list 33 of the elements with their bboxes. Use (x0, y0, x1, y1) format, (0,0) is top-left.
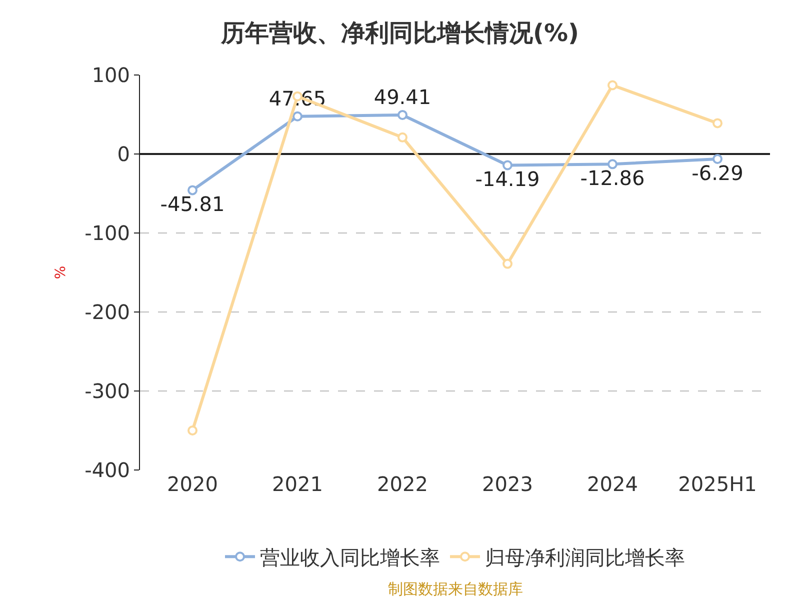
point (398, 132, 408, 142)
x-tick-label: 2024 (587, 472, 638, 496)
x-tick-label: 2021 (272, 472, 323, 496)
text: 制图数据来自数据库 (388, 580, 523, 598)
y-tick-label: 100 (92, 63, 130, 87)
point (188, 426, 198, 436)
data-label: -12.86 (580, 166, 645, 190)
point (502, 160, 512, 170)
legend-label: 归母净利润同比增长率 (485, 545, 685, 570)
point (188, 185, 198, 196)
point (398, 110, 408, 120)
x-tick-label: 2023 (482, 472, 533, 496)
data-label: -6.29 (692, 160, 744, 185)
y-tick-label: -400 (84, 458, 130, 482)
point (608, 80, 618, 90)
data-label: -14.19 (475, 167, 540, 192)
y-tick-label: -200 (84, 300, 130, 324)
data-label: -45.81 (160, 192, 225, 216)
point (712, 118, 722, 128)
point (502, 258, 512, 269)
point (292, 111, 302, 122)
point (608, 159, 618, 170)
y-tick-label: -100 (84, 221, 130, 245)
x-tick-label: 2022 (377, 472, 428, 496)
legend-label: 营业收入同比增长率 (260, 545, 440, 570)
y-tick-label: -300 (84, 379, 130, 403)
point (712, 154, 722, 164)
data-label: 49.41 (374, 84, 432, 109)
y-tick-label: 0 (117, 142, 130, 166)
chart-title: 历年营收、净利同比增长情况(%) (220, 18, 579, 47)
x-tick-label: 2020 (167, 472, 218, 496)
x-tick-label: 2025H1 (678, 472, 757, 496)
y-axis-title: % (53, 266, 70, 280)
